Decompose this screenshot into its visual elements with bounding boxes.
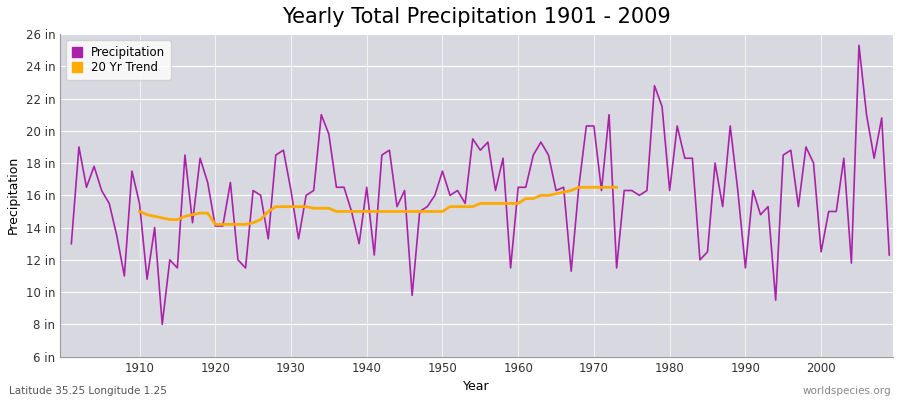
Precipitation — [853, 43, 864, 48]
X-axis label: Year: Year — [464, 380, 490, 393]
Legend: Precipitation, 20 Yr Trend: Precipitation, 20 Yr Trend — [66, 40, 171, 80]
20 Yr Trend — [611, 185, 622, 190]
20 Yr Trend — [573, 185, 584, 190]
Precipitation — [520, 185, 531, 190]
Title: Yearly Total Precipitation 1901 - 2009: Yearly Total Precipitation 1901 - 2009 — [282, 7, 670, 27]
Precipitation — [884, 253, 895, 258]
Text: Latitude 35.25 Longitude 1.25: Latitude 35.25 Longitude 1.25 — [9, 386, 166, 396]
20 Yr Trend — [134, 209, 145, 214]
Precipitation — [127, 169, 138, 174]
20 Yr Trend — [407, 209, 418, 214]
20 Yr Trend — [452, 204, 463, 209]
Text: worldspecies.org: worldspecies.org — [803, 386, 891, 396]
Precipitation — [346, 209, 357, 214]
Precipitation — [301, 193, 311, 198]
20 Yr Trend — [445, 204, 455, 209]
20 Yr Trend — [210, 222, 220, 227]
Precipitation — [66, 241, 77, 246]
20 Yr Trend — [338, 209, 349, 214]
Line: 20 Yr Trend: 20 Yr Trend — [140, 187, 616, 224]
Precipitation — [611, 266, 622, 270]
Y-axis label: Precipitation: Precipitation — [7, 156, 20, 234]
Precipitation — [157, 322, 167, 327]
Line: Precipitation: Precipitation — [71, 45, 889, 324]
20 Yr Trend — [194, 211, 205, 216]
20 Yr Trend — [376, 209, 387, 214]
Precipitation — [513, 185, 524, 190]
